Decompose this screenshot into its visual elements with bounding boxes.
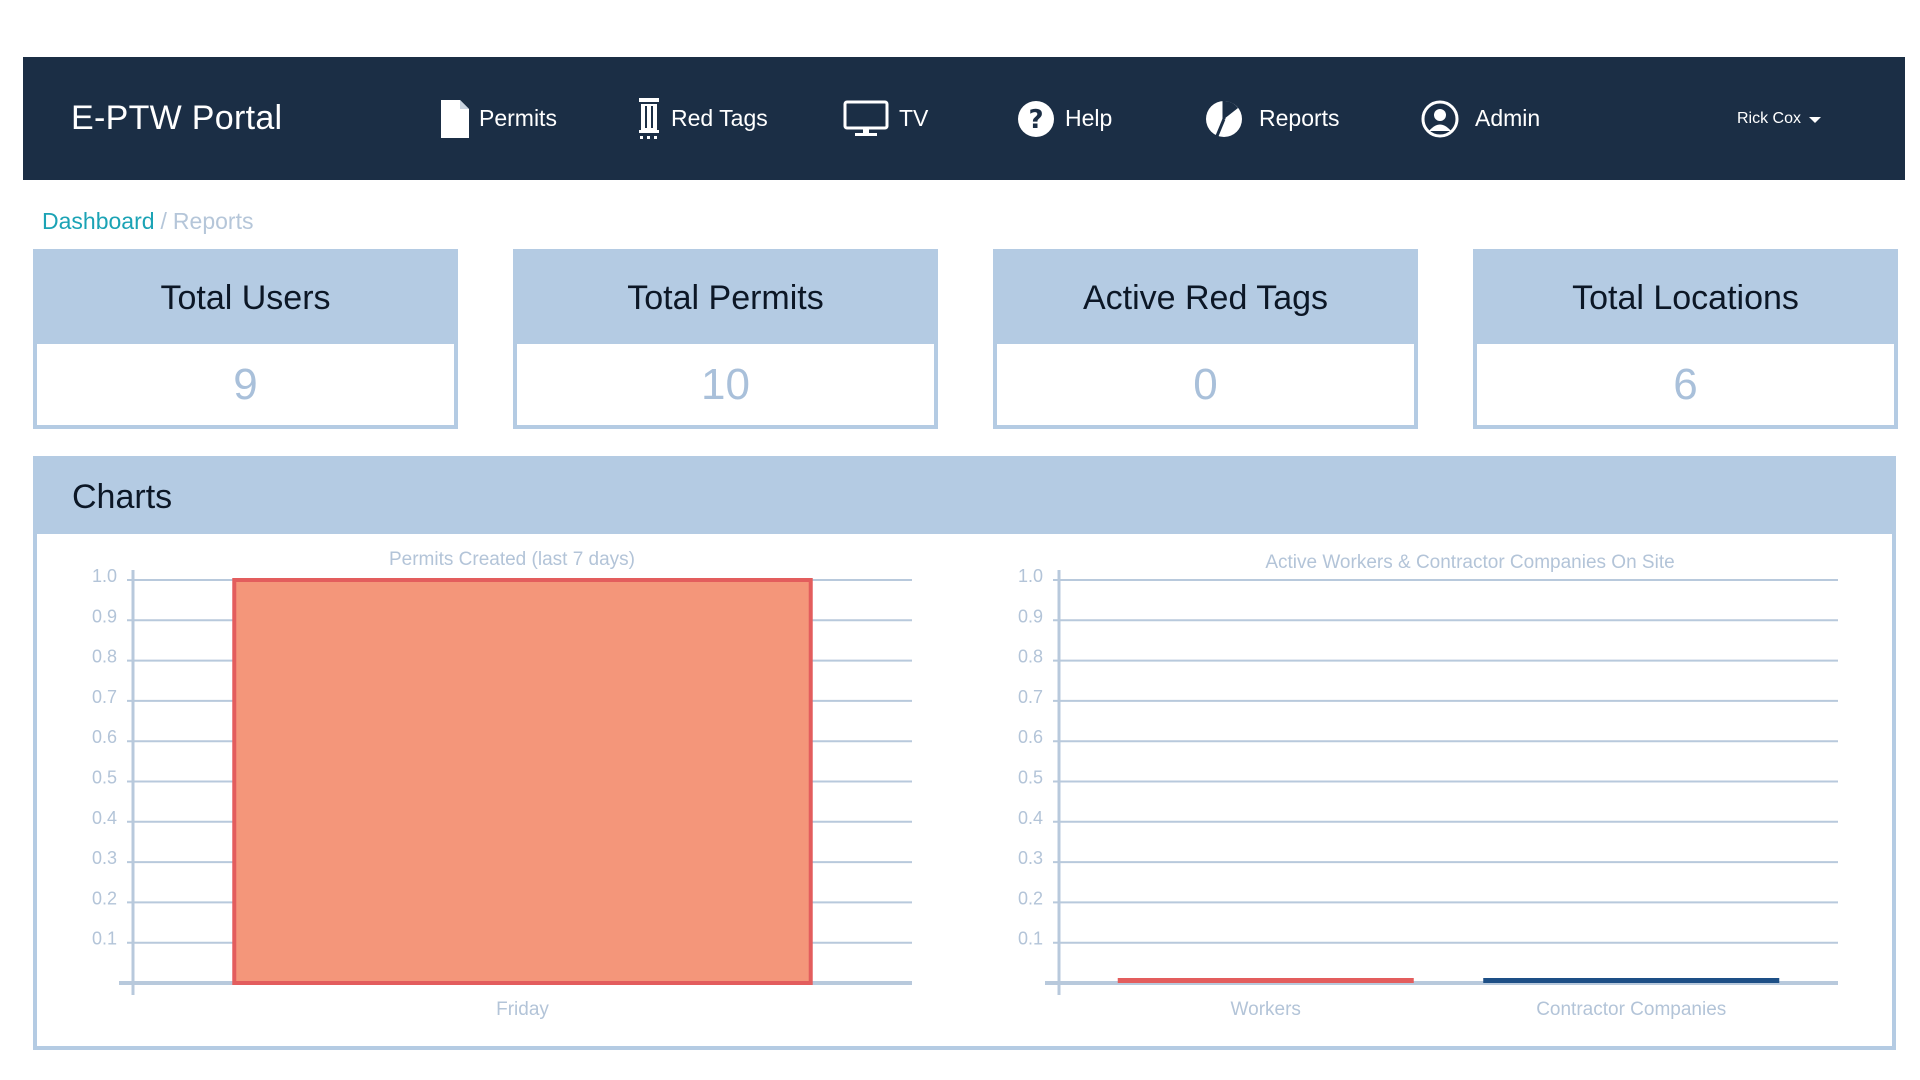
stat-card-total-locations: Total Locations 6 [1473,249,1898,429]
stat-card-value: 9 [233,359,258,409]
nav-red-tags-label: Red Tags [671,105,768,131]
nav-help[interactable]: ? Help [1017,57,1112,180]
stat-card-active-red-tags: Active Red Tags 0 [993,249,1418,429]
stat-card-value: 6 [1673,359,1698,409]
red-tag-icon [639,97,659,139]
nav-admin-label: Admin [1475,105,1541,131]
nav-reports[interactable]: Reports [1205,57,1340,180]
pie-chart-icon [1206,100,1242,137]
nav-red-tags[interactable]: Red Tags [637,57,768,180]
stat-card-total-users: Total Users 9 [33,249,458,429]
document-icon [441,99,469,138]
stat-card-title: Total Users [37,253,454,344]
nav-permits[interactable]: Permits [441,57,557,180]
top-navbar: E-PTW Portal Permits Red Tags TV [23,57,1905,180]
charts-panel: Charts [33,456,1896,1050]
stat-card-title: Active Red Tags [997,253,1414,344]
brand-logo-text[interactable]: E-PTW Portal [71,99,283,137]
nav-reports-label: Reports [1259,105,1340,131]
charts-section-title: Charts [37,460,1892,534]
stat-card-total-permits: Total Permits 10 [513,249,938,429]
caret-down-icon [1809,116,1822,123]
user-menu-dropdown[interactable]: Rick Cox [1737,57,1822,180]
breadcrumb-dashboard-link[interactable]: Dashboard [42,208,155,234]
help-icon: ? [1018,100,1054,137]
stat-card-value: 10 [701,359,750,409]
nav-tv[interactable]: TV [843,57,928,180]
nav-tv-label: TV [899,105,929,131]
breadcrumb-separator: / [160,208,167,234]
stat-card-title: Total Locations [1477,253,1894,344]
stat-card-title: Total Permits [517,253,934,344]
nav-help-label: Help [1065,105,1113,131]
svg-text:?: ? [1028,105,1043,135]
breadcrumb-current: Reports [172,208,254,234]
user-circle-icon [1421,100,1459,137]
nav-permits-label: Permits [479,105,557,131]
breadcrumb: Dashboard / Reports [42,208,253,235]
user-name: Rick Cox [1737,109,1802,127]
nav-admin[interactable]: Admin [1421,57,1540,180]
stat-card-value: 0 [1193,359,1218,409]
monitor-icon [843,100,889,136]
